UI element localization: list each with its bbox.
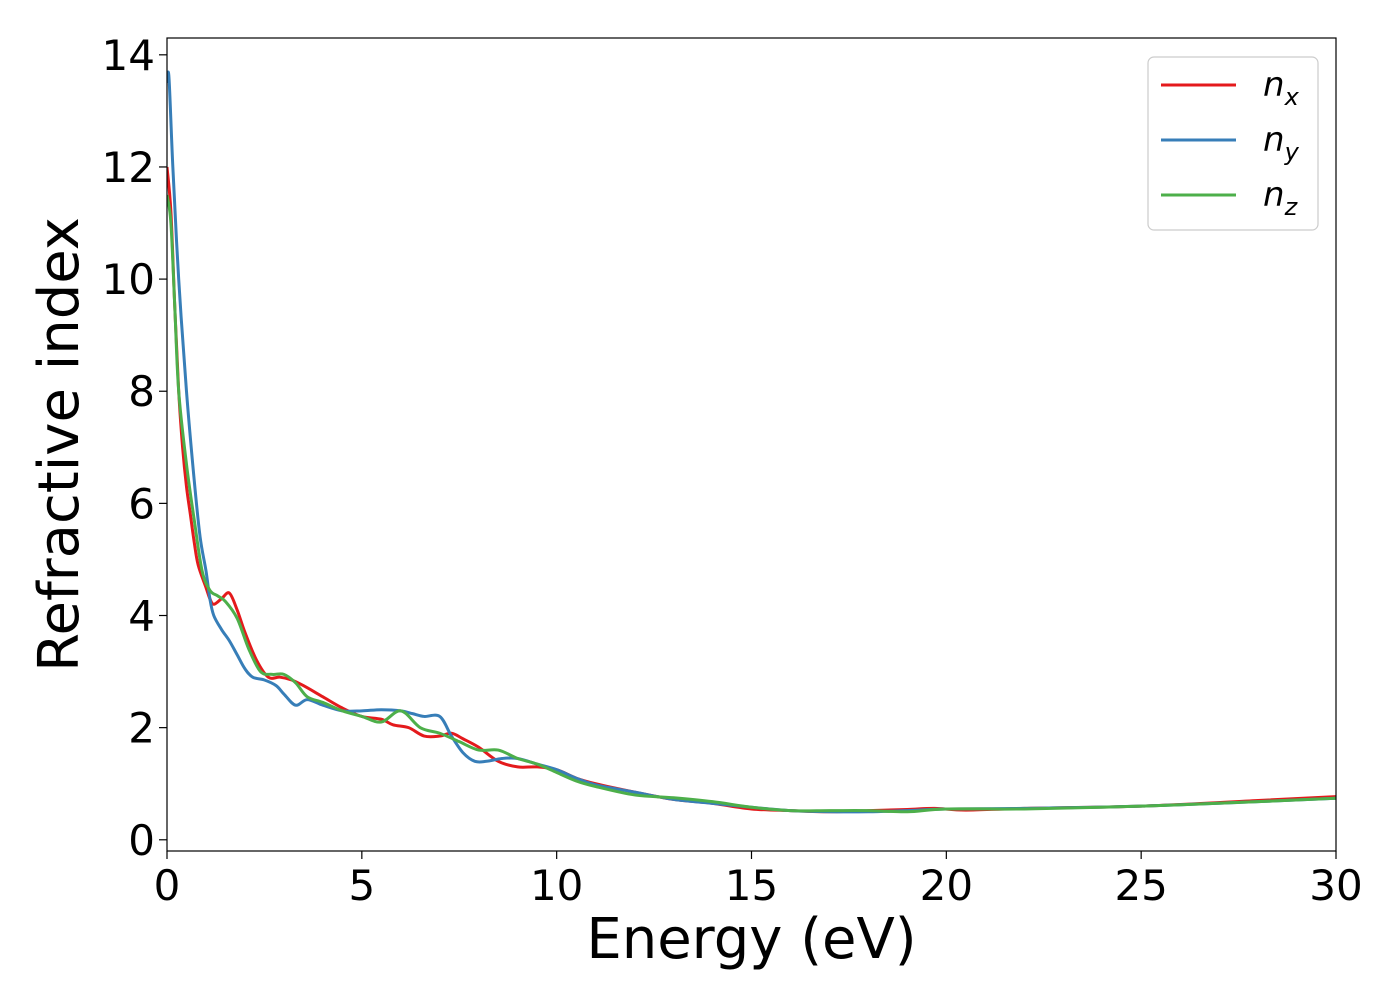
y-tick-label: 10 [102,255,155,304]
legend-box [1147,56,1319,231]
legend-label-z: nz [1263,175,1299,221]
y-axis-label: Refractive index [27,217,92,672]
x-tick-label: 25 [1114,861,1167,910]
x-tick-label: 5 [348,861,375,910]
legend-label-y: ny [1263,120,1300,166]
series-line-z [167,194,1336,814]
y-tick-label: 14 [102,31,155,80]
x-tick-label: 0 [154,861,181,910]
x-tick-label: 10 [530,861,583,910]
y-tick-label: 8 [128,367,155,416]
x-axis-ticks: 0 5 10 15 20 25 30 [154,851,1363,910]
series-layer [167,70,1336,814]
x-tick-label: 30 [1309,861,1362,910]
y-axis-ticks: 0 2 4 6 8 10 12 14 [102,31,167,865]
y-tick-label: 2 [128,704,155,753]
y-tick-label: 6 [128,479,155,528]
y-tick-label: 4 [128,592,155,641]
x-tick-label: 15 [725,861,778,910]
y-tick-label: 12 [102,143,155,192]
legend: nx ny nz [1147,56,1319,231]
x-axis-label: Energy (eV) [586,907,916,972]
x-tick-label: 20 [920,861,973,910]
legend-label-x: nx [1263,65,1300,111]
series-line-x [167,166,1336,814]
y-tick-label: 0 [128,816,155,865]
